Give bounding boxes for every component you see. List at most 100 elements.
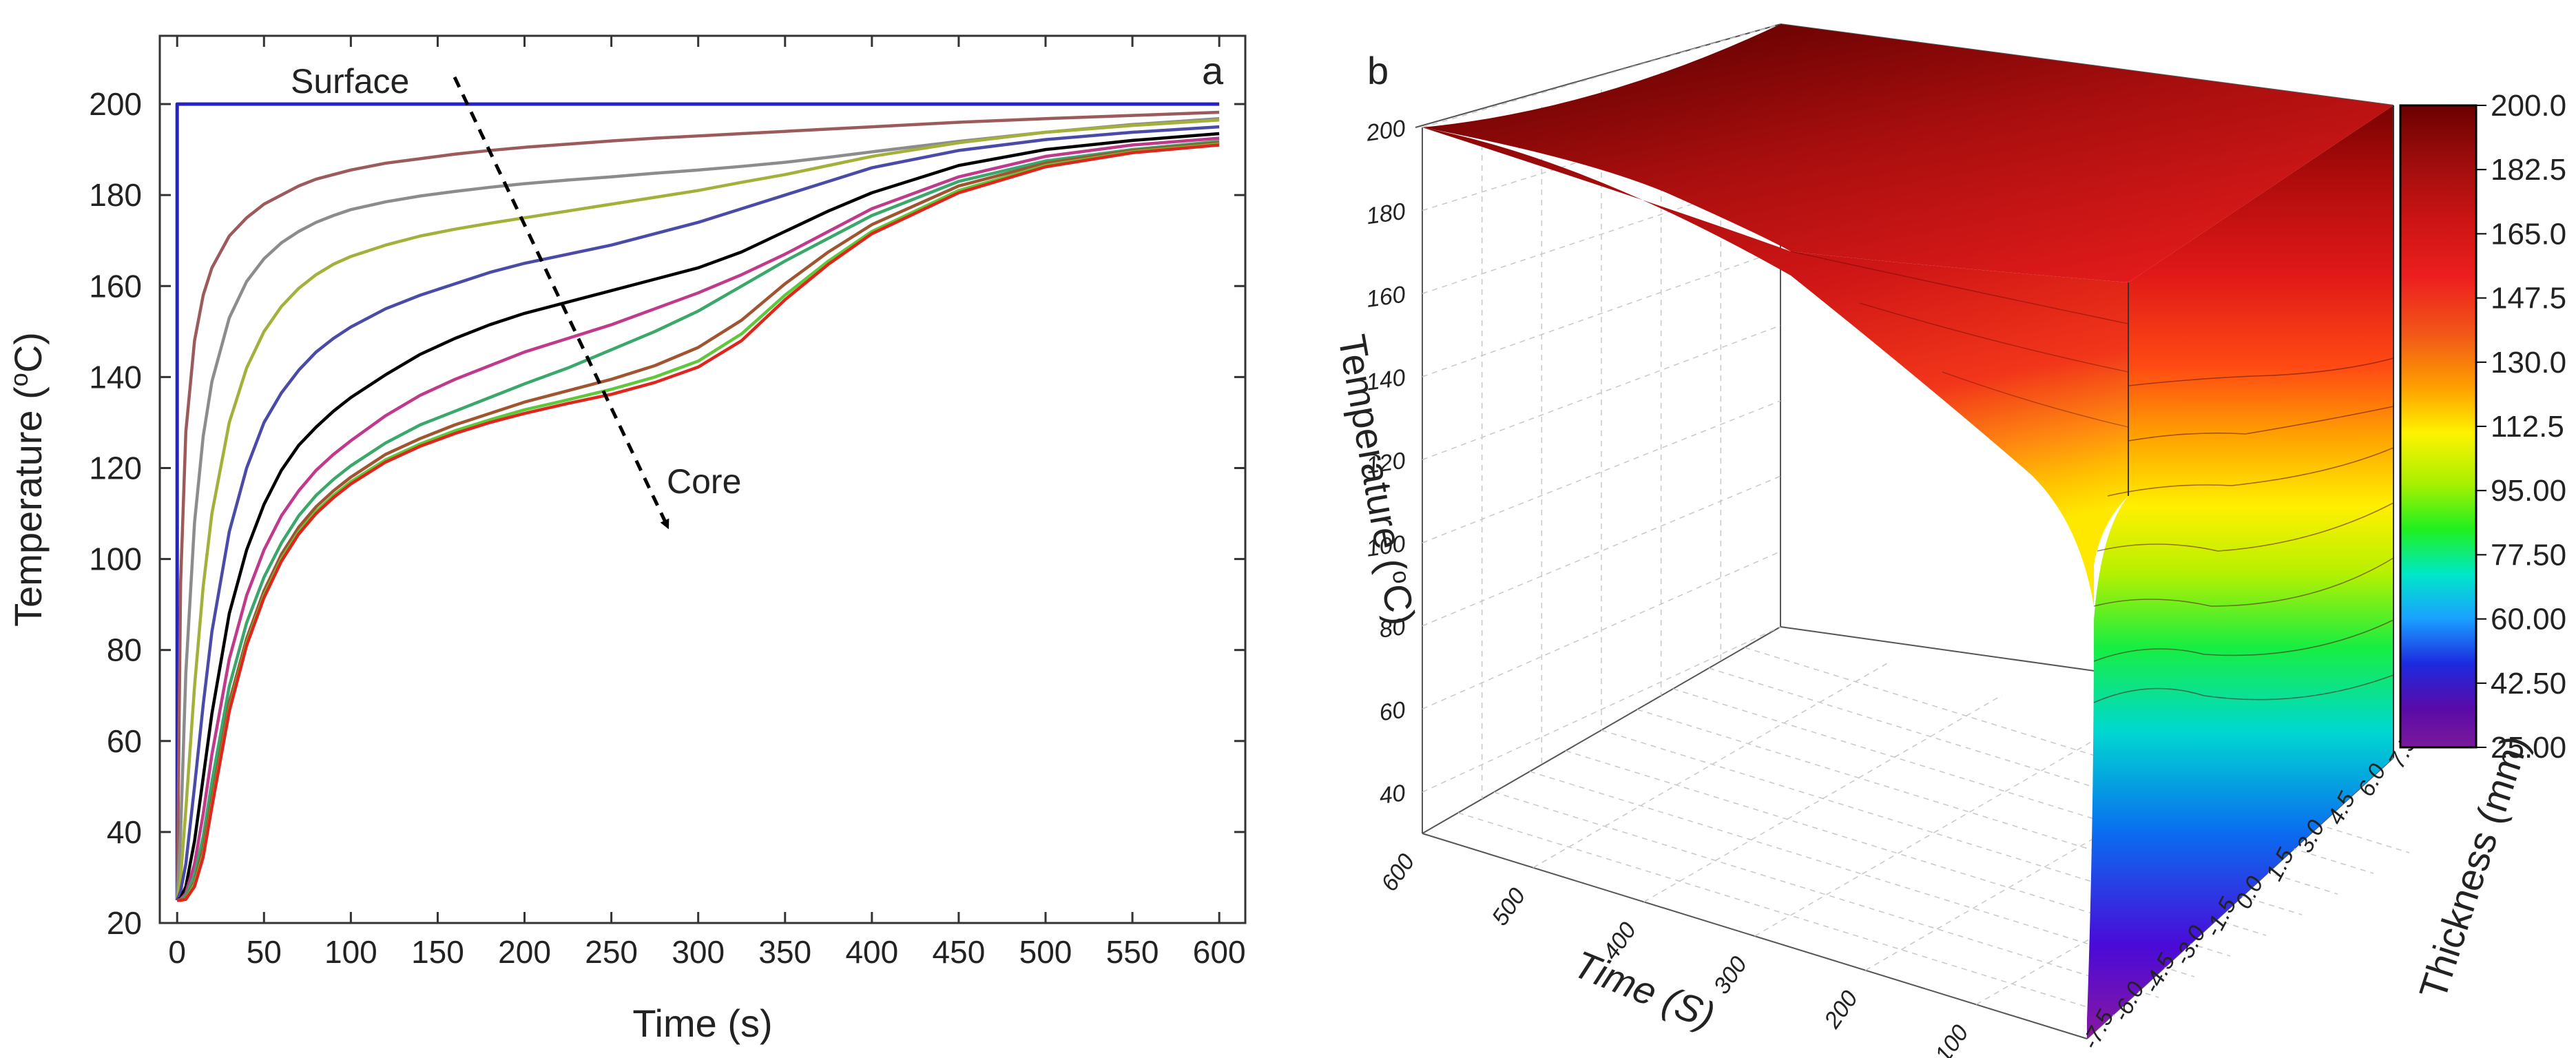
- contour-line: [2093, 557, 2394, 607]
- x-tick-label: 250: [585, 934, 638, 970]
- plot-frame: [158, 34, 1247, 924]
- contour-line: [2097, 502, 2394, 552]
- grid-line: [1493, 791, 2159, 998]
- series-line-layer-10: [177, 142, 1220, 902]
- colorbar-tick-label: 60.00: [2491, 603, 2566, 636]
- y-tick-label: 180: [89, 177, 142, 213]
- z-tick-label: 180: [1364, 198, 1407, 230]
- z-axis-ticks: 40 60 80 100 120 140 160 180 200: [1364, 115, 1407, 809]
- isotherm-contours: [2093, 357, 2394, 703]
- y-tick-label: 80: [107, 632, 142, 668]
- series-line-layer-9: [177, 141, 1220, 902]
- contour-line: [2128, 357, 2394, 386]
- z-tick-label: 140: [1364, 364, 1407, 396]
- time-tick-label: 0: [2056, 1055, 2085, 1058]
- grid-line: [1422, 23, 1781, 128]
- panel-label-a: a: [1202, 49, 1224, 92]
- z-axis-title: Temperature (oC): [1330, 331, 1424, 628]
- y-tick-label: 40: [107, 814, 142, 850]
- x-tick-label: 350: [758, 934, 811, 970]
- time-tick-label: 100: [1930, 1020, 1974, 1058]
- surface-to-core-arrow: [453, 76, 669, 530]
- colorbar-tick-label: 42.50: [2491, 667, 2566, 701]
- series-line-layer-7: [176, 136, 1220, 902]
- series-line-layer-6: [176, 132, 1220, 902]
- z-tick-label: 80: [1378, 614, 1407, 643]
- z-tick-label: 40: [1378, 780, 1407, 809]
- panel-a: 0 50 100 150 200 250 300 350 400 450 500 550 600 20 40…: [5, 34, 1247, 1045]
- x-tick-label: 400: [845, 934, 898, 970]
- colorbar-tick-label: 165.0: [2491, 217, 2566, 251]
- panel-label-b: b: [1367, 49, 1389, 92]
- x-tick-label: 550: [1106, 934, 1159, 970]
- time-tick-label: 200: [1819, 986, 1863, 1033]
- x-tick-label: 0: [168, 934, 186, 970]
- x-tick-label: 200: [498, 934, 551, 970]
- annotation-surface: Surface: [291, 62, 409, 101]
- colorbar-tick-label: 77.50: [2491, 538, 2566, 572]
- x-tick-label: 300: [672, 934, 725, 970]
- y-axis-title: Temperature (oC): [5, 332, 50, 627]
- x-tick-label: 500: [1019, 934, 1072, 970]
- series-line-surface: [175, 102, 1220, 900]
- colorbar-tick-label: 182.5: [2491, 153, 2566, 187]
- y-tick-label: 120: [89, 450, 142, 486]
- colorbar-tick-label: 95.00: [2491, 474, 2566, 508]
- surface-top-region: [1422, 24, 2393, 282]
- series-line-core: [177, 143, 1220, 902]
- surface-slope-region: [1422, 127, 2128, 606]
- grid-line: [1457, 812, 2123, 1019]
- x-tick-label: 600: [1193, 934, 1246, 970]
- surface-front-face: [2087, 105, 2393, 1039]
- colorbar-tick-label: 130.0: [2491, 346, 2566, 380]
- y-tick-label: 200: [89, 86, 142, 122]
- colorbar: [2399, 104, 2478, 749]
- x-axis-title: Time (s): [632, 1002, 772, 1045]
- contour-line: [1790, 251, 2129, 324]
- x-tick-label: 450: [933, 934, 986, 970]
- annotation-core: Core: [667, 462, 741, 501]
- contour-line: [2107, 447, 2394, 497]
- axis-ticks: 0 50 100 150 200 250 300 350 400 450 500 550 600 20 40…: [89, 36, 1246, 970]
- time-tick-label: 300: [1708, 952, 1752, 999]
- contour-line: [2093, 674, 2394, 703]
- x-tick-label: 50: [247, 934, 282, 970]
- contour-line: [1942, 371, 2129, 428]
- z-tick-label: 200: [1364, 115, 1407, 147]
- slope-contours: [1790, 251, 2129, 428]
- grid-line: [1422, 475, 1781, 627]
- series-line-layer-5: [176, 125, 1220, 901]
- series-line-layer-3: [175, 116, 1220, 901]
- colorbar-tick-label: 200.0: [2491, 89, 2566, 123]
- contour-line: [2093, 619, 2394, 662]
- y-tick-label: 20: [107, 905, 142, 941]
- grid-line: [1754, 729, 2113, 937]
- time-axis-title: Time (S): [1568, 942, 1721, 1038]
- y-tick-label: 100: [89, 541, 142, 577]
- contour-line: [2128, 406, 2394, 442]
- x-tick-label: 150: [411, 934, 464, 970]
- colorbar-tick-label: 112.5: [2491, 410, 2564, 444]
- panel-b: b: [1330, 23, 2566, 1058]
- z-tick-label: 100: [1364, 530, 1407, 562]
- colorbar-tick-label: 25.00: [2491, 731, 2566, 765]
- y-tick-label: 60: [107, 723, 142, 759]
- y-tick-label: 160: [89, 268, 142, 304]
- time-tick-label: 500: [1487, 883, 1531, 930]
- x-tick-label: 100: [324, 934, 377, 970]
- series-lines: [175, 102, 1220, 902]
- contour-line: [1859, 302, 2129, 373]
- time-tick-label: 600: [1376, 849, 1420, 896]
- colorbar-tick-label: 147.5: [2491, 282, 2566, 315]
- z-tick-label: 160: [1364, 281, 1407, 313]
- colorbar-ticks: 200.0 182.5 165.0 147.5 130.0 112.5 95.00 77.50…: [2476, 89, 2566, 765]
- y-tick-label: 140: [89, 359, 142, 395]
- grid-line: [1529, 771, 2195, 977]
- box-front-edges: [2128, 105, 2394, 758]
- z-tick-label: 60: [1378, 697, 1407, 727]
- series-line-layer-4: [175, 118, 1220, 901]
- thickness-axis-title: Thickness (mm): [2411, 730, 2537, 1004]
- z-tick-label: 120: [1364, 448, 1407, 479]
